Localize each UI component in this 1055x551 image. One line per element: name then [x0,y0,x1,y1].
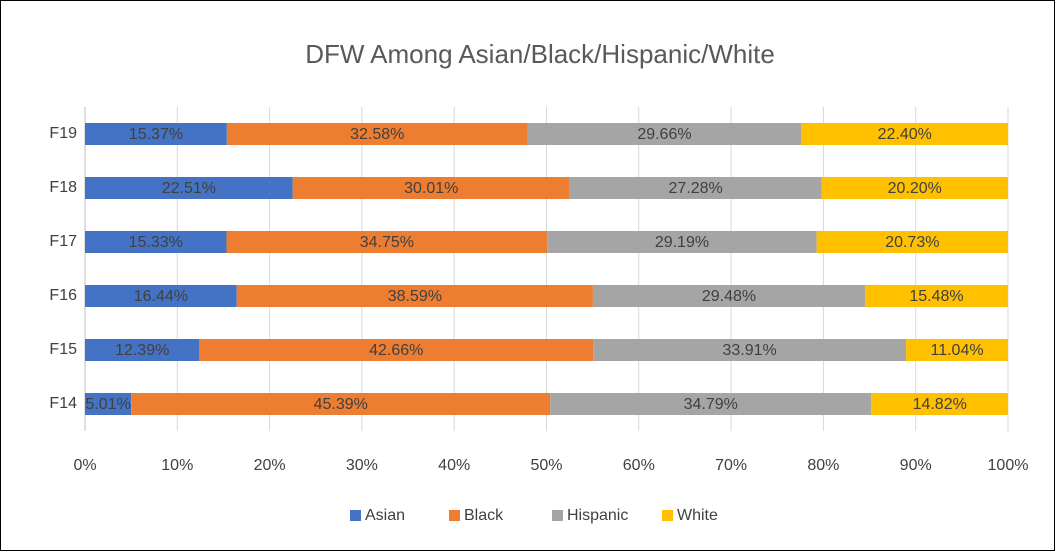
bar-segment [550,393,872,415]
bar-segment [292,177,570,199]
data-label: 45.39% [314,396,368,413]
bar-segment [801,123,1009,145]
legend-swatch [552,510,563,521]
bar-segment [593,339,907,361]
bar-segment [816,231,1008,253]
data-label: 34.79% [684,396,738,413]
data-label: 29.66% [637,126,691,143]
data-label: 38.59% [388,288,442,305]
legend-label: White [677,507,718,524]
data-label: 34.75% [360,234,414,251]
y-tick-label: F16 [49,287,77,304]
bar-segment [85,339,200,361]
x-tick-label: 40% [438,457,470,474]
legend-swatch [662,510,673,521]
x-tick-label: 90% [900,457,932,474]
bar-segment [547,231,817,253]
legend-label: Black [464,507,504,524]
data-label: 15.37% [129,126,183,143]
bar-segment [871,393,1009,415]
data-label: 32.58% [350,126,404,143]
bar-segment [527,123,802,145]
y-tick-label: F14 [49,395,77,412]
legend-swatch [350,510,361,521]
y-tick-label: F18 [49,179,77,196]
data-label: 14.82% [913,396,967,413]
data-label: 29.48% [702,288,756,305]
x-tick-label: 50% [530,457,562,474]
bar-segment [85,231,227,253]
bar-segment [569,177,822,199]
bar-segment [865,285,1008,307]
x-tick-label: 10% [161,457,193,474]
bar-segment [906,339,1008,361]
legend-swatch [449,510,460,521]
data-label: 29.19% [655,234,709,251]
legend-label: Asian [365,507,405,524]
data-label: 27.28% [669,180,723,197]
x-tick-label: 20% [254,457,286,474]
y-tick-label: F17 [49,233,77,250]
bar-segment [131,393,551,415]
bar-segment [226,123,528,145]
x-tick-label: 100% [988,457,1029,474]
data-label: 42.66% [369,342,423,359]
legend-label: Hispanic [567,507,628,524]
data-label: 11.04% [931,342,984,359]
data-label: 5.01% [85,396,130,413]
data-label: 12.39% [115,342,169,359]
bar-segment [199,339,594,361]
bar-segment [592,285,866,307]
x-tick-label: 70% [715,457,747,474]
x-tick-label: 60% [623,457,655,474]
data-label: 22.51% [162,180,216,197]
y-tick-label: F15 [49,341,77,358]
x-tick-label: 30% [346,457,378,474]
bar-segment [85,285,237,307]
data-label: 20.73% [885,234,939,251]
data-label: 16.44% [134,288,188,305]
bar-segment [226,231,548,253]
data-label: 30.01% [404,180,458,197]
data-label: 22.40% [878,126,932,143]
x-tick-label: 0% [73,457,96,474]
data-label: 33.91% [722,342,776,359]
chart-title: DFW Among Asian/Black/Hispanic/White [305,39,775,69]
bar-segment [85,393,132,415]
bar-segment [236,285,593,307]
y-tick-label: F19 [49,125,77,142]
bar-segment [85,177,293,199]
data-label: 15.33% [129,234,183,251]
bar-segment [85,123,227,145]
x-tick-label: 80% [807,457,839,474]
bar-segment [821,177,1008,199]
data-label: 20.20% [888,180,942,197]
data-label: 15.48% [909,288,963,305]
